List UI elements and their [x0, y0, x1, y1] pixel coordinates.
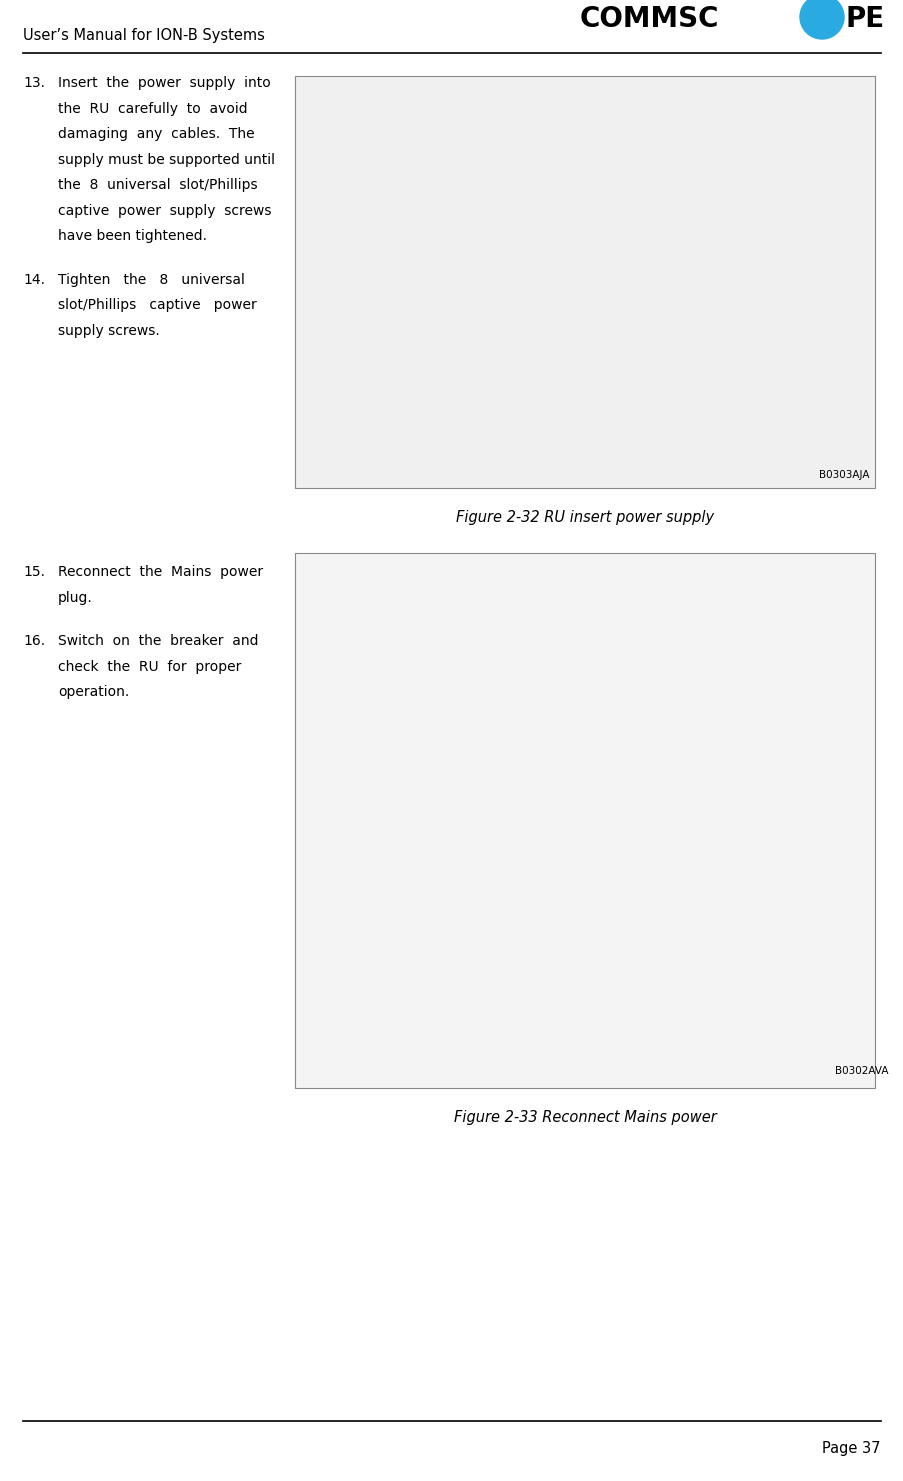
- Text: 16.: 16.: [23, 634, 45, 649]
- Bar: [294, 76, 874, 489]
- Text: supply must be supported until: supply must be supported until: [58, 153, 275, 166]
- Text: Switch  on  the  breaker  and: Switch on the breaker and: [58, 634, 258, 649]
- Text: check  the  RU  for  proper: check the RU for proper: [58, 659, 241, 674]
- Text: Figure 2-33 Reconnect Mains power: Figure 2-33 Reconnect Mains power: [453, 1109, 715, 1126]
- Text: 15.: 15.: [23, 564, 45, 579]
- Text: the  8  universal  slot/Phillips: the 8 universal slot/Phillips: [58, 178, 257, 193]
- Text: Reconnect  the  Mains  power: Reconnect the Mains power: [58, 564, 263, 579]
- Text: PE: PE: [845, 4, 884, 33]
- Text: Tighten   the   8   universal: Tighten the 8 universal: [58, 273, 245, 286]
- Text: 13.: 13.: [23, 76, 45, 90]
- Text: B0303AJA: B0303AJA: [819, 469, 869, 480]
- Text: plug.: plug.: [58, 591, 93, 604]
- Text: slot/Phillips   captive   power: slot/Phillips captive power: [58, 298, 256, 312]
- Text: damaging  any  cables.  The: damaging any cables. The: [58, 127, 255, 141]
- Text: captive  power  supply  screws: captive power supply screws: [58, 203, 271, 218]
- Text: COMMSC: COMMSC: [580, 4, 719, 33]
- Text: Page 37: Page 37: [822, 1441, 880, 1456]
- Circle shape: [799, 0, 843, 39]
- Text: have been tightened.: have been tightened.: [58, 230, 207, 243]
- Text: 14.: 14.: [23, 273, 45, 286]
- Bar: [294, 552, 874, 1089]
- Text: the  RU  carefully  to  avoid: the RU carefully to avoid: [58, 102, 247, 116]
- Text: User’s Manual for ION-B Systems: User’s Manual for ION-B Systems: [23, 28, 265, 43]
- Text: supply screws.: supply screws.: [58, 323, 160, 338]
- Text: Figure 2-32 RU insert power supply: Figure 2-32 RU insert power supply: [455, 509, 713, 524]
- Text: B0302AVA: B0302AVA: [834, 1066, 888, 1077]
- Text: Insert  the  power  supply  into: Insert the power supply into: [58, 76, 271, 90]
- Text: operation.: operation.: [58, 686, 129, 699]
